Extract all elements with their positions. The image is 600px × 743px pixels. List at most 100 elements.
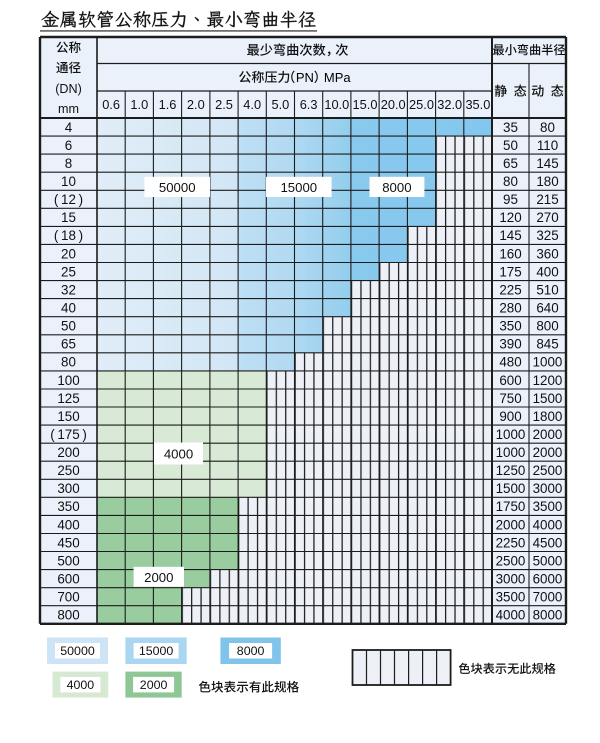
- svg-text:2500: 2500: [496, 553, 526, 568]
- svg-text:350: 350: [499, 319, 521, 334]
- svg-text:7000: 7000: [533, 590, 563, 605]
- svg-text:2000: 2000: [144, 570, 173, 585]
- svg-text:( 12 ): ( 12 ): [54, 192, 83, 207]
- svg-text:8000: 8000: [533, 608, 563, 623]
- svg-text:65: 65: [503, 156, 518, 171]
- svg-text:120: 120: [499, 210, 521, 225]
- svg-text:4000: 4000: [164, 446, 193, 461]
- svg-text:4: 4: [65, 120, 73, 135]
- svg-text:270: 270: [536, 210, 558, 225]
- svg-text:700: 700: [57, 590, 79, 605]
- svg-text:1.0: 1.0: [130, 97, 148, 112]
- svg-text:5000: 5000: [533, 553, 563, 568]
- svg-text:15: 15: [61, 210, 76, 225]
- svg-text:2250: 2250: [496, 535, 526, 550]
- svg-text:110: 110: [537, 138, 558, 153]
- svg-text:PN: PN: [296, 70, 314, 85]
- svg-text:8: 8: [65, 156, 72, 171]
- svg-text:225: 225: [499, 282, 521, 297]
- svg-text:480: 480: [499, 355, 521, 370]
- svg-text:800: 800: [57, 608, 79, 623]
- svg-text:160: 160: [499, 246, 521, 261]
- svg-text:4.0: 4.0: [243, 97, 261, 112]
- svg-text:500: 500: [57, 553, 79, 568]
- svg-text:1500: 1500: [533, 391, 563, 406]
- svg-text:215: 215: [536, 192, 558, 207]
- svg-text:100: 100: [57, 373, 79, 388]
- svg-text:20: 20: [61, 246, 76, 261]
- svg-text:20.0: 20.0: [381, 97, 406, 112]
- svg-text:8000: 8000: [237, 644, 265, 658]
- svg-text:6000: 6000: [533, 572, 563, 587]
- svg-text:(DN): (DN): [55, 82, 82, 96]
- svg-text:32: 32: [61, 282, 76, 297]
- svg-text:145: 145: [499, 228, 521, 243]
- svg-text:800: 800: [536, 319, 558, 334]
- svg-text:1000: 1000: [496, 427, 526, 442]
- svg-text:400: 400: [536, 264, 558, 279]
- svg-text:510: 510: [536, 282, 558, 297]
- svg-text:325: 325: [536, 228, 558, 243]
- svg-text:6: 6: [65, 138, 72, 153]
- svg-text:600: 600: [57, 572, 79, 587]
- svg-text:25: 25: [61, 264, 76, 279]
- svg-text:4500: 4500: [533, 535, 563, 550]
- svg-text:80: 80: [61, 355, 76, 370]
- svg-text:25.0: 25.0: [409, 97, 434, 112]
- svg-text:2500: 2500: [533, 463, 563, 478]
- svg-text:50: 50: [61, 319, 76, 334]
- svg-text:80: 80: [540, 120, 555, 135]
- svg-text:4000: 4000: [496, 608, 526, 623]
- svg-text:125: 125: [57, 391, 79, 406]
- svg-text:845: 845: [536, 337, 558, 352]
- svg-text:350: 350: [57, 499, 79, 514]
- svg-text:0.6: 0.6: [102, 97, 120, 112]
- svg-text:( 175 ): ( 175 ): [50, 427, 87, 442]
- svg-text:65: 65: [61, 337, 76, 352]
- svg-text:145: 145: [536, 156, 558, 171]
- svg-text:10: 10: [61, 174, 76, 189]
- svg-text:390: 390: [499, 337, 521, 352]
- svg-text:95: 95: [503, 192, 518, 207]
- svg-text:150: 150: [57, 409, 79, 424]
- svg-text:1000: 1000: [496, 445, 526, 460]
- svg-text:2000: 2000: [496, 517, 526, 532]
- svg-text:32.0: 32.0: [437, 97, 462, 112]
- svg-text:35.0: 35.0: [465, 97, 490, 112]
- svg-text:( 18 ): ( 18 ): [54, 228, 83, 243]
- svg-text:600: 600: [499, 373, 521, 388]
- svg-text:250: 250: [57, 463, 79, 478]
- svg-text:5.0: 5.0: [272, 97, 290, 112]
- svg-text:280: 280: [499, 301, 521, 316]
- svg-text:50000: 50000: [60, 644, 95, 658]
- svg-text:2000: 2000: [140, 678, 168, 692]
- svg-text:15000: 15000: [139, 644, 174, 658]
- svg-text:1800: 1800: [533, 409, 563, 424]
- svg-text:900: 900: [499, 409, 521, 424]
- svg-text:450: 450: [57, 535, 79, 550]
- svg-text:3000: 3000: [496, 572, 526, 587]
- svg-text:15.0: 15.0: [353, 97, 378, 112]
- svg-text:1000: 1000: [533, 355, 563, 370]
- svg-text:50000: 50000: [159, 180, 196, 195]
- svg-text:4000: 4000: [67, 678, 95, 692]
- svg-text:15000: 15000: [280, 180, 317, 195]
- svg-text:400: 400: [57, 517, 79, 532]
- svg-text:200: 200: [57, 445, 79, 460]
- svg-text:1.6: 1.6: [159, 97, 177, 112]
- svg-text:3500: 3500: [533, 499, 563, 514]
- svg-text:4000: 4000: [533, 517, 563, 532]
- svg-text:mm: mm: [58, 102, 79, 116]
- svg-text:1200: 1200: [533, 373, 563, 388]
- svg-text:8000: 8000: [382, 180, 411, 195]
- svg-text:1250: 1250: [496, 463, 526, 478]
- svg-text:6.3: 6.3: [300, 97, 318, 112]
- svg-text:2.0: 2.0: [187, 97, 205, 112]
- svg-text:3500: 3500: [496, 590, 526, 605]
- svg-text:80: 80: [503, 174, 518, 189]
- svg-text:2.5: 2.5: [215, 97, 233, 112]
- svg-text:MPa: MPa: [324, 70, 352, 85]
- svg-text:2000: 2000: [533, 427, 563, 442]
- svg-text:360: 360: [536, 246, 558, 261]
- svg-text:2000: 2000: [533, 445, 563, 460]
